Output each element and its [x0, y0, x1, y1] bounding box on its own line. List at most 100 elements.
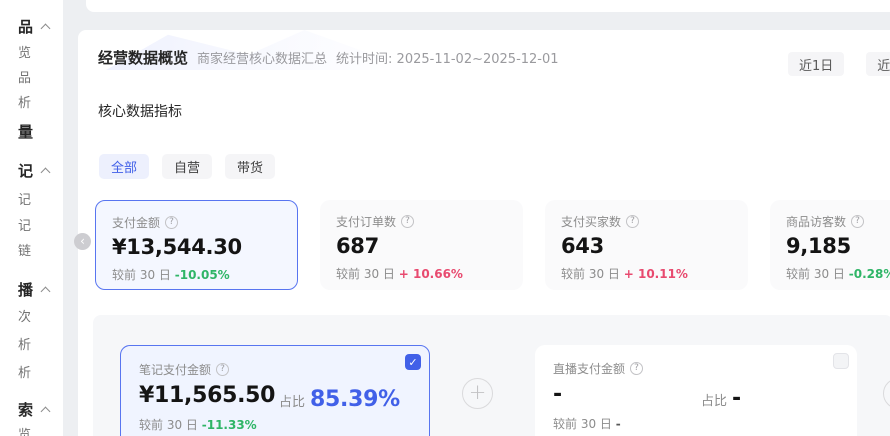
sidebar-item-label: 记	[17, 193, 31, 208]
share-label: 占比	[279, 395, 306, 410]
panel-header: 经营数据概览 商家经营核心数据汇总 统计时间: 2025-11-02~2025-…	[98, 47, 559, 68]
help-icon[interactable]: ?	[626, 215, 640, 228]
metric-card-order-count[interactable]: 支付订单数? 687 较前 30 日 + 10.66%	[320, 200, 523, 290]
sidebar-item[interactable]: 链	[0, 244, 31, 260]
previous-panel-edge	[86, 0, 890, 12]
sidebar-group-label: 量	[17, 123, 33, 141]
help-icon[interactable]: ?	[401, 215, 415, 228]
page-subtitle: 商家经营核心数据汇总	[197, 52, 328, 67]
metric-label: 商品访客数?	[786, 213, 890, 230]
metric-card-product-visitors[interactable]: 商品访客数? 9,185 较前 30 日 -0.28%	[770, 200, 890, 290]
sidebar-item-label: 次	[17, 310, 31, 325]
sidebar-group-label: 播	[17, 281, 33, 299]
check-icon: ✓	[408, 355, 418, 369]
metric-delta: 较前 30 日 + 10.66%	[336, 267, 463, 281]
metric-label: 支付买家数?	[561, 213, 732, 230]
tab-self-operated[interactable]: 自营	[162, 154, 213, 179]
share-group: 占比 85.39%	[279, 387, 400, 412]
share-group: 占比 -	[701, 386, 741, 411]
metric-card-buyer-count[interactable]: 支付买家数? 643 较前 30 日 + 10.11%	[545, 200, 748, 290]
metric-delta: 较前 30 日 + 10.11%	[561, 267, 688, 281]
scope-tabs: 全部 自营 带货	[99, 154, 276, 179]
range-button-1d[interactable]: 近1日	[788, 52, 845, 76]
overview-panel: 经营数据概览 商家经营核心数据汇总 统计时间: 2025-11-02~2025-…	[78, 30, 890, 436]
metric-value: 9,185	[786, 234, 851, 258]
metric-delta: 较前 30 日 -10.05%	[112, 268, 230, 282]
sidebar-item[interactable]: 品	[0, 71, 31, 87]
help-icon[interactable]: ?	[851, 215, 865, 228]
delta-value: -10.05%	[174, 268, 230, 282]
metric-value: 687	[336, 234, 379, 258]
breakdown-card-live-payment[interactable]: 直播支付金额? - 占比 - 较前 30 日 -	[535, 345, 857, 436]
checkbox-checked[interactable]: ✓	[405, 354, 421, 370]
sidebar-item-label: 析	[17, 96, 31, 111]
sidebar-collapse-button[interactable]: ‹	[74, 233, 91, 250]
page-title: 经营数据概览	[98, 49, 189, 67]
breakdown-value: ¥11,565.50	[139, 383, 276, 408]
sidebar-item-label: 析	[17, 366, 31, 381]
sidebar-item-label: 记	[17, 219, 31, 234]
delta-value: -0.28%	[848, 267, 890, 281]
sidebar-item[interactable]: 析	[0, 366, 31, 382]
breakdown-value: -	[553, 382, 562, 407]
sidebar-item[interactable]: 析	[0, 338, 31, 354]
sidebar-item-label: 览	[17, 428, 31, 436]
collapse-chevron-icon: ‹	[80, 233, 85, 248]
sidebar-group-products[interactable]: 品	[0, 18, 51, 36]
sidebar-item-label: 析	[17, 338, 31, 353]
metric-value: ¥13,544.30	[112, 235, 242, 259]
sidebar: 品 览 品 析 量 记 记 记 链 播 次 析 析 索 览	[0, 0, 63, 436]
date-range-switch: 近1日 近7日	[788, 52, 890, 76]
share-value: -	[732, 386, 741, 411]
chevron-up-icon	[40, 406, 51, 417]
sidebar-item[interactable]: 记	[0, 219, 31, 235]
sidebar-group-live[interactable]: 播	[0, 281, 51, 299]
plus-icon: +	[468, 380, 487, 404]
sidebar-group-notes[interactable]: 记	[0, 162, 51, 180]
delta-value: + 10.11%	[623, 267, 688, 281]
breakdown-section: ✓ 笔记支付金额? ¥11,565.50 占比 85.39% 较前 30 日 -…	[93, 315, 890, 436]
share-value: 85.39%	[310, 387, 400, 412]
sidebar-group-label: 记	[17, 162, 33, 180]
sidebar-group-traffic[interactable]: 量	[0, 123, 33, 141]
sidebar-item-label: 链	[17, 244, 31, 259]
sidebar-item[interactable]: 次	[0, 310, 31, 326]
checkbox-unchecked[interactable]	[833, 353, 849, 369]
delta-value: + 10.66%	[398, 267, 463, 281]
sidebar-item[interactable]: 记	[0, 193, 31, 209]
delta-value: -11.33%	[201, 418, 257, 432]
sidebar-group-search[interactable]: 索	[0, 401, 51, 419]
metric-card-payment-amount[interactable]: 支付金额? ¥13,544.30 较前 30 日 -10.05%	[95, 200, 298, 290]
sidebar-item-label: 品	[17, 71, 31, 86]
sidebar-item[interactable]: 析	[0, 96, 31, 112]
stat-time: 统计时间: 2025-11-02~2025-12-01	[336, 52, 559, 67]
add-metric-button-partial[interactable]: +	[883, 378, 890, 409]
chevron-up-icon	[40, 167, 51, 178]
metric-delta: 较前 30 日 -0.28%	[786, 265, 890, 282]
tab-all[interactable]: 全部	[99, 154, 150, 179]
sidebar-item-label: 览	[17, 46, 31, 61]
metric-value: 643	[561, 234, 604, 258]
add-metric-button[interactable]: +	[462, 378, 493, 409]
section-title: 核心数据指标	[98, 104, 182, 120]
range-button-7d[interactable]: 近7日	[866, 52, 890, 76]
breakdown-delta: 较前 30 日 -	[553, 417, 621, 431]
metric-label: 支付订单数?	[336, 213, 507, 230]
share-label: 占比	[701, 394, 728, 409]
help-icon[interactable]: ?	[216, 363, 230, 376]
sidebar-group-label: 品	[17, 18, 33, 36]
sidebar-item[interactable]: 览	[0, 46, 31, 62]
chevron-up-icon	[40, 286, 51, 297]
breakdown-label: 笔记支付金额?	[139, 361, 411, 378]
help-icon[interactable]: ?	[630, 362, 644, 375]
metric-label: 支付金额?	[112, 214, 281, 231]
tab-affiliate[interactable]: 带货	[225, 154, 276, 179]
delta-value: -	[615, 417, 621, 431]
sidebar-group-label: 索	[17, 401, 33, 419]
sidebar-item[interactable]: 览	[0, 428, 31, 436]
chevron-up-icon	[40, 23, 51, 34]
breakdown-card-note-payment[interactable]: ✓ 笔记支付金额? ¥11,565.50 占比 85.39% 较前 30 日 -…	[120, 345, 430, 436]
breakdown-label: 直播支付金额?	[553, 360, 839, 377]
help-icon[interactable]: ?	[165, 216, 179, 229]
